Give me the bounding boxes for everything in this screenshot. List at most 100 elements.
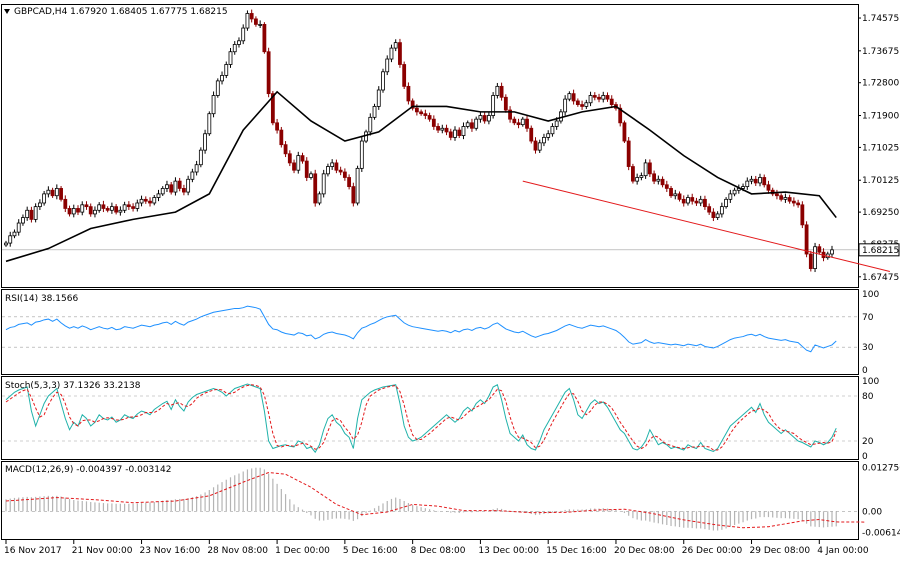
candle-body: [160, 188, 165, 195]
candle-body: [381, 71, 385, 91]
candle-body: [8, 235, 13, 244]
candle-body: [533, 140, 538, 151]
candle-body: [677, 193, 682, 200]
candle-body: [664, 184, 669, 189]
candle-body: [254, 18, 258, 25]
candle-body: [546, 133, 551, 138]
axis-labels: 1.74575 1.73675 1.72800 1.71900 1.71025 1.701…: [4, 14, 900, 556]
price-plot: [4, 9, 891, 273]
candle-body: [703, 198, 707, 208]
candle-body: [609, 98, 614, 105]
candle-body: [791, 200, 796, 204]
candle-body: [372, 106, 377, 118]
time-axis-label: 5 Dec 16:00: [343, 546, 398, 556]
candle-body: [406, 85, 411, 102]
macd-plot: [5, 467, 866, 531]
stoch-panel-frame: [1, 376, 859, 460]
candle-body: [830, 249, 834, 255]
candle-body: [495, 85, 500, 96]
candle-body: [817, 246, 822, 253]
candle-body: [758, 177, 762, 184]
stoch-signal-line: [5, 384, 837, 451]
candle-body: [486, 115, 491, 122]
candle-body: [753, 178, 758, 184]
candle-body: [190, 171, 195, 180]
candle-body: [474, 118, 479, 129]
time-axis-label: 29 Dec 08:00: [750, 546, 811, 556]
candle-body: [605, 95, 610, 100]
candle-body: [728, 193, 733, 200]
candle-body: [804, 224, 809, 255]
candle-body: [46, 189, 51, 195]
trendline: [522, 180, 891, 272]
candle-body: [198, 149, 203, 166]
candle-body: [461, 126, 466, 136]
candle-body: [711, 211, 716, 218]
candle-body: [347, 177, 352, 187]
candle-body: [33, 206, 38, 220]
macd-axis-label: 0.012756: [862, 464, 900, 474]
price-axis-label: 1.72800: [862, 79, 899, 89]
stoch-axis-label: 20: [862, 437, 874, 447]
candle-body: [275, 122, 279, 131]
candle-body: [698, 198, 703, 204]
candle-body: [139, 198, 144, 204]
candle-body: [105, 208, 110, 211]
candle-body: [241, 27, 246, 42]
candle-body: [669, 188, 673, 197]
candle-body: [355, 167, 360, 204]
candle-body: [63, 198, 68, 209]
candle-body: [779, 195, 784, 200]
candle-body: [631, 166, 635, 182]
candle-body: [182, 188, 186, 193]
candle-body: [321, 173, 326, 195]
candle-body: [554, 120, 559, 127]
candle-body: [42, 193, 47, 204]
candle-body: [338, 169, 343, 173]
candle-body: [220, 75, 224, 82]
candle-body: [580, 104, 584, 107]
candle-body: [16, 222, 21, 233]
chart-title: GBPCAD,H4 1.67920 1.68405 1.67775 1.6821…: [14, 7, 228, 17]
candle-body: [444, 127, 449, 133]
candle-body: [330, 162, 335, 167]
candle-body: [287, 153, 292, 164]
candle-body: [766, 184, 771, 191]
stoch-axis-label: 0: [862, 452, 868, 462]
candle-body: [410, 100, 415, 109]
candle-body: [376, 89, 381, 107]
candle-body: [724, 198, 729, 208]
time-axis-label: 21 Nov 00:00: [72, 546, 133, 556]
candle-body: [690, 197, 695, 202]
time-axis-label: 20 Dec 08:00: [614, 546, 675, 556]
candle-body: [440, 127, 445, 131]
candle-body: [71, 208, 76, 215]
candle-body: [109, 206, 114, 211]
candle-body: [503, 96, 508, 111]
candle-body: [389, 47, 394, 60]
candle-body: [559, 111, 563, 122]
stoch-plot: [5, 383, 837, 454]
candle-body: [169, 184, 174, 193]
candle-body: [647, 162, 652, 175]
candle-body: [25, 209, 30, 218]
candle-body: [787, 197, 792, 202]
candle-body: [76, 208, 80, 213]
candle-body: [173, 180, 178, 193]
candle-body: [101, 204, 106, 209]
candle-body: [745, 180, 750, 187]
price-axis-label: 1.69250: [862, 208, 899, 218]
candle-body: [203, 133, 207, 151]
time-axis-label: 4 Jan 00:00: [817, 546, 869, 556]
candle-body: [643, 162, 648, 177]
candle-body: [152, 197, 157, 204]
candle-body: [741, 186, 745, 189]
triangle-down-icon[interactable]: [4, 9, 10, 14]
candle-body: [470, 122, 474, 129]
macd-axis-label: 0.00: [862, 507, 882, 517]
candle-body: [482, 115, 487, 122]
candle-body: [393, 42, 398, 49]
